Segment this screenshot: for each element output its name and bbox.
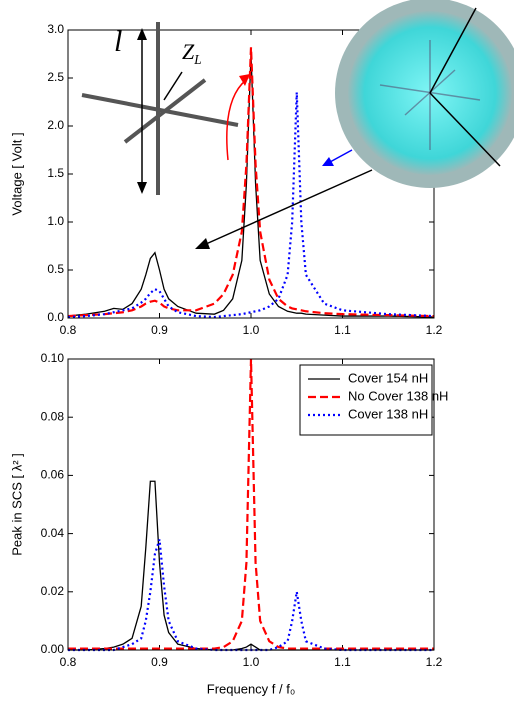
x-tick-label: 0.8 <box>60 323 77 337</box>
x-tick-label: 1.2 <box>426 655 443 669</box>
series-line <box>67 53 435 318</box>
y-tick-label: 0.10 <box>41 351 65 365</box>
annotation-sub: L <box>193 52 201 67</box>
red-arrowhead <box>239 74 250 86</box>
y-tick-label: 2.0 <box>47 118 64 132</box>
y-tick-label: 1.0 <box>47 214 64 228</box>
y-tick-label: 0.04 <box>41 526 65 540</box>
series-line <box>68 539 434 652</box>
x-tick-label: 1.1 <box>334 323 351 337</box>
y-tick-label: 0.02 <box>41 584 65 598</box>
plot: 0.0 0.5 1.0 1.5 2.0 2.5 3.0 0.8 0.9 1.0 1.1 1.2 Volt… <box>9 22 474 337</box>
annotation: ZL <box>182 39 202 67</box>
legend-label: Cover 138 nH <box>348 406 428 421</box>
y-axis-label: Peak in SCS [ λ² ] <box>9 453 24 556</box>
plot-frame <box>67 358 435 651</box>
x-axis-label: Frequency f / f₀ <box>207 681 296 696</box>
y-tick-label: 1.5 <box>47 166 64 180</box>
annotation: l <box>114 25 122 58</box>
x-tick-label: 0.9 <box>151 655 168 669</box>
y-tick-label: 0.06 <box>41 468 65 482</box>
legend-box <box>299 364 433 436</box>
blue-arrow <box>329 149 353 163</box>
series-line <box>67 92 435 319</box>
legend: Cover 154 nH No Cover 138 nH Cover 138 nH <box>299 364 448 436</box>
series-line <box>68 358 434 650</box>
y-tick-label: 2.5 <box>47 70 64 84</box>
radius-line <box>429 92 501 167</box>
x-tick-label: 0.8 <box>60 655 77 669</box>
legend-label: No Cover 138 nH <box>348 388 448 403</box>
x-tick-label: 1.2 <box>426 323 443 337</box>
y-tick-label: 0.5 <box>47 262 64 276</box>
y-tick-label: 0.08 <box>41 409 65 423</box>
y-tick-label: 0.00 <box>41 642 65 656</box>
x-tick-label: 0.9 <box>151 323 168 337</box>
series-line <box>68 480 434 651</box>
legend-label: Cover 154 nH <box>348 370 428 385</box>
x-tick-label: 1.0 <box>243 323 260 337</box>
y-tick-label: 3.0 <box>47 22 64 36</box>
plot: 0.00 0.02 0.04 0.06 0.08 0.10 0.8 0.9 1.0 1.1 1.2 P… <box>9 351 442 696</box>
inset-drawings <box>81 0 514 249</box>
dipole-wire <box>123 78 207 144</box>
dipole-wire <box>81 93 239 127</box>
annotation-main: l <box>114 25 122 58</box>
annotation-main: Z <box>182 39 195 64</box>
y-axis-label: Voltage [ Volt ] <box>9 132 24 215</box>
x-tick-label: 1.1 <box>334 655 351 669</box>
red-arrow <box>226 79 247 161</box>
x-tick-label: 1.0 <box>243 655 260 669</box>
load-pointer <box>163 71 183 101</box>
radius-line <box>429 7 477 94</box>
blue-arrowhead <box>322 157 334 166</box>
black-arrow <box>205 169 373 245</box>
y-tick-label: 0.0 <box>47 310 64 324</box>
black-arrowhead <box>195 238 210 249</box>
